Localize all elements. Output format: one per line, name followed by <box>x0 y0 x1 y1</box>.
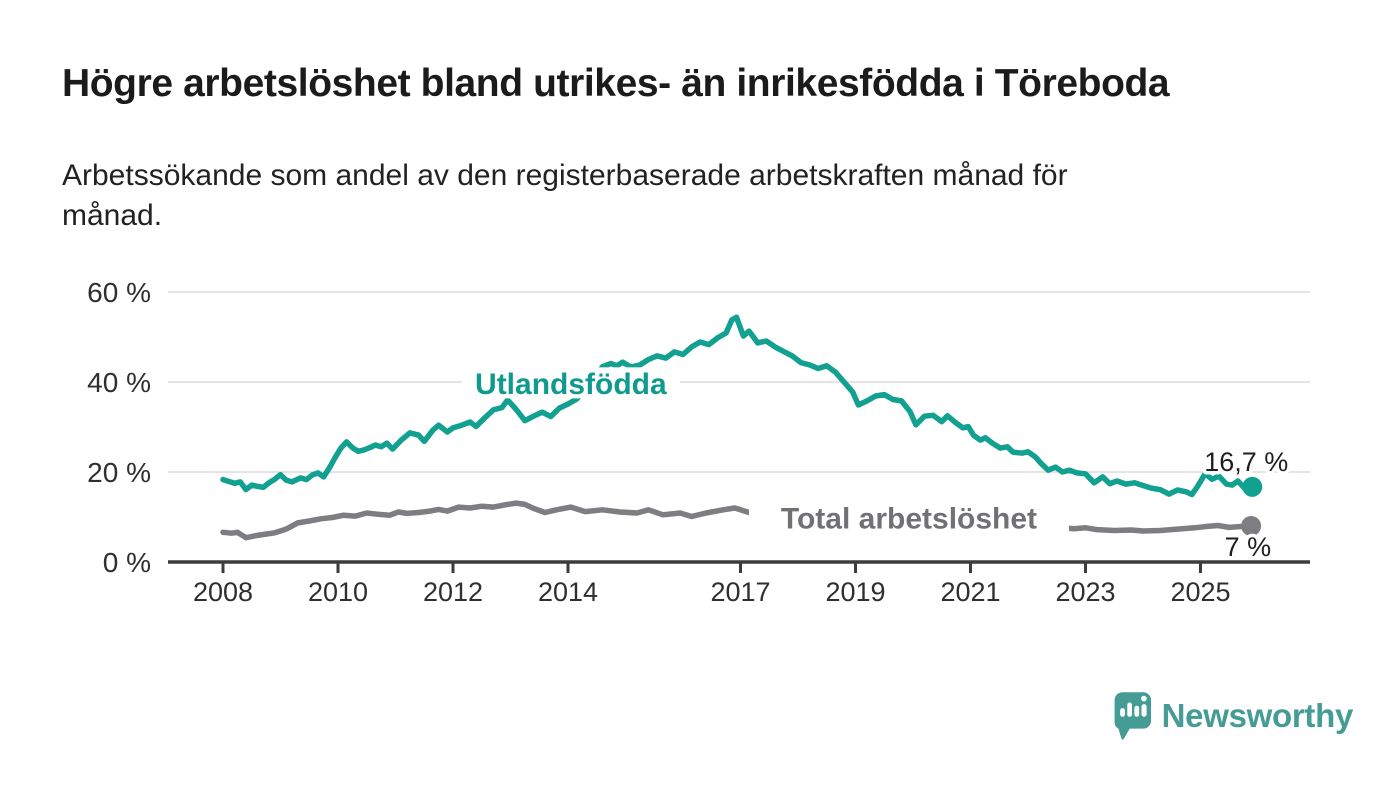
y-tick-label-0-percent: 0 % <box>103 547 151 578</box>
subtitle-line-2: månad. <box>62 199 163 232</box>
page-title: Högre arbetslöshet bland utrikes- än inr… <box>62 62 1170 105</box>
subtitle-line-1: Arbetssökande som andel av den registerb… <box>62 159 1068 192</box>
y-tick-label-20-percent: 20 % <box>87 457 151 488</box>
series-line-total <box>220 500 1254 541</box>
x-tick-label-2010: 2010 <box>308 577 368 607</box>
x-tick-label-2019: 2019 <box>825 577 885 607</box>
x-tick-label-2017: 2017 <box>710 577 770 607</box>
series-label-utlandsfodda: Utlandsfödda <box>475 368 667 401</box>
y-tick-label-40-percent: 40 % <box>87 367 151 398</box>
logo-bar-3 <box>1134 705 1140 717</box>
end-value-label-total: 7 % <box>1225 532 1272 562</box>
end-value-label-utlandsfodda: 16,7 % <box>1204 447 1288 477</box>
unemployment-line-chart: 2008 2010 2012 2014 2017 2019 2021 2023 2025 0 % 2… <box>87 277 1310 607</box>
logo-bar-2 <box>1127 702 1133 717</box>
series-line-utlandsfodda <box>220 314 1256 498</box>
x-tick-label-2023: 2023 <box>1055 577 1115 607</box>
series-label-total: Total arbetslöshet <box>781 503 1037 536</box>
series-label-knockout-utlandsfodda <box>461 367 680 399</box>
x-tick-label-2012: 2012 <box>423 577 483 607</box>
newsworthy-logo: Newsworthy <box>1113 684 1353 748</box>
logo-exclamation-dot <box>1141 695 1147 702</box>
x-tick-label-2021: 2021 <box>940 577 1000 607</box>
x-tick-label-2008: 2008 <box>193 577 253 607</box>
logo-wordmark: Newsworthy <box>1161 697 1354 734</box>
y-tick-label-60-percent: 60 % <box>87 277 151 308</box>
logo-bubble <box>1114 692 1152 740</box>
end-dot-utlandsfodda <box>1242 476 1263 497</box>
x-tick-label-2025: 2025 <box>1170 577 1230 607</box>
end-dot-total <box>1241 516 1262 536</box>
logo-exclamation-bar <box>1141 704 1147 717</box>
x-tick-label-2014: 2014 <box>538 577 598 607</box>
logo-bar-1 <box>1120 708 1125 717</box>
chart-subtitle: Arbetssökande som andel av den registerb… <box>62 156 1282 236</box>
series-label-knockout-total <box>748 501 1069 533</box>
newsworthy-logo-icon <box>1114 692 1152 740</box>
